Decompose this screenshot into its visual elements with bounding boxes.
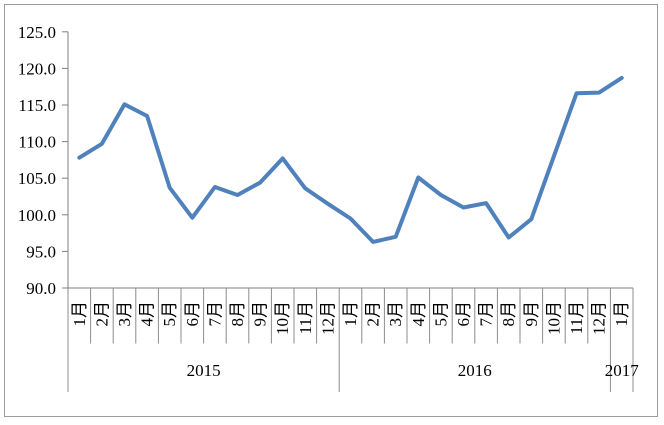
x-month-label: 10月 bbox=[273, 301, 292, 335]
x-month-label: 1月 bbox=[341, 301, 360, 327]
x-month-label: 4月 bbox=[409, 301, 428, 327]
year-label: 2017 bbox=[605, 361, 640, 380]
x-month-label: 9月 bbox=[522, 301, 541, 327]
x-month-label: 8月 bbox=[499, 301, 518, 327]
chart-border bbox=[4, 4, 658, 417]
y-tick-label: 95.0 bbox=[26, 242, 56, 261]
x-month-label: 11月 bbox=[567, 301, 586, 334]
year-label: 2016 bbox=[458, 361, 492, 380]
y-tick-label: 115.0 bbox=[18, 96, 56, 115]
y-tick-label: 110.0 bbox=[18, 133, 56, 152]
y-tick-label: 100.0 bbox=[18, 206, 56, 225]
x-month-label: 5月 bbox=[160, 301, 179, 327]
x-month-label: 2月 bbox=[92, 301, 111, 327]
x-month-label: 3月 bbox=[386, 301, 405, 327]
x-month-label: 10月 bbox=[544, 301, 563, 335]
x-month-label: 7月 bbox=[205, 301, 224, 327]
data-series-line bbox=[77, 75, 624, 244]
x-month-label: 4月 bbox=[138, 301, 157, 327]
x-month-label: 12月 bbox=[590, 301, 609, 335]
y-tick-label: 125.0 bbox=[18, 23, 56, 42]
x-month-label: 1月 bbox=[70, 301, 89, 327]
y-tick-label: 90.0 bbox=[26, 279, 56, 298]
x-month-label: 11月 bbox=[296, 301, 315, 334]
x-month-label: 3月 bbox=[115, 301, 134, 327]
x-month-label: 12月 bbox=[318, 301, 337, 335]
x-month-label: 7月 bbox=[477, 301, 496, 327]
x-month-label: 2月 bbox=[364, 301, 383, 327]
x-month-label: 5月 bbox=[431, 301, 450, 327]
year-label: 2015 bbox=[187, 361, 221, 380]
x-month-label: 6月 bbox=[183, 301, 202, 327]
x-month-label: 1月 bbox=[612, 301, 631, 327]
x-month-label: 9月 bbox=[251, 301, 270, 327]
x-month-label: 6月 bbox=[454, 301, 473, 327]
y-tick-label: 120.0 bbox=[18, 59, 56, 78]
y-tick-label: 105.0 bbox=[18, 169, 56, 188]
x-month-label: 8月 bbox=[228, 301, 247, 327]
